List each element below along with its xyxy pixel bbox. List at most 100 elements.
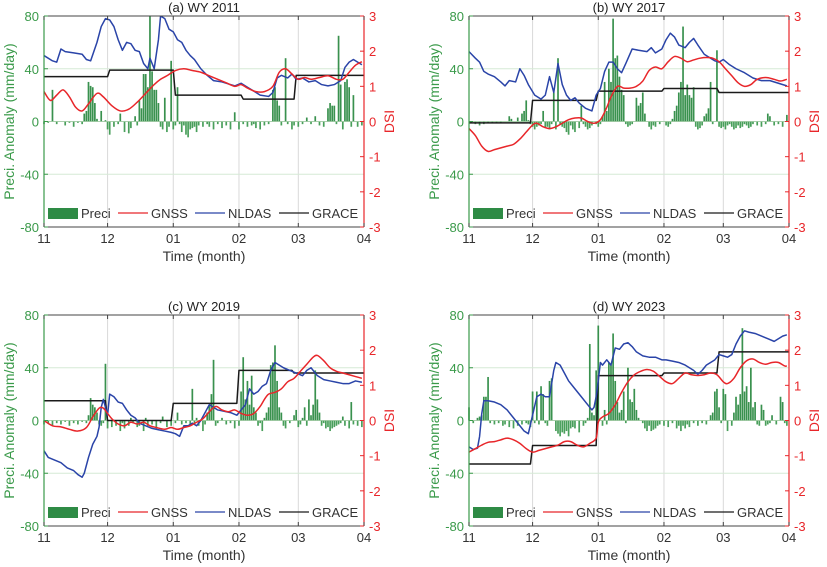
preci-bar <box>77 121 79 123</box>
preci-bar <box>329 420 331 432</box>
nldas-line <box>44 16 363 98</box>
preci-bar <box>233 112 236 122</box>
preci-bar <box>771 415 773 421</box>
preci-bar <box>624 121 627 125</box>
preci-bar <box>134 116 136 122</box>
preci-bar <box>582 121 585 125</box>
preci-bar <box>339 420 342 424</box>
preci-bar <box>656 420 659 426</box>
preci-bar <box>216 121 219 125</box>
preci-bar <box>91 404 94 421</box>
preci-bar <box>567 420 570 437</box>
x-tick-label: 03 <box>291 231 305 246</box>
preci-bar <box>724 121 727 130</box>
preci-bar <box>747 402 750 421</box>
y-tick-label: -80 <box>445 519 464 534</box>
y-tick-label-right: 2 <box>794 44 801 59</box>
preci-bar <box>210 394 213 421</box>
preci-bar <box>242 121 245 125</box>
preci-bar <box>629 399 631 421</box>
y-tick-label-right: 3 <box>794 9 801 24</box>
preci-bar <box>303 407 306 421</box>
preci-bar <box>284 420 287 429</box>
preci-bar <box>667 121 670 127</box>
preci-bar <box>718 121 720 127</box>
y-axis-label-right: DSI <box>806 110 822 133</box>
preci-bar <box>635 409 638 421</box>
x-tick-label: 01 <box>591 231 605 246</box>
preci-bar <box>663 420 665 426</box>
preci-bar <box>743 391 746 421</box>
y-tick-label-right: 3 <box>794 308 801 323</box>
preci-bar <box>766 113 769 122</box>
preci-bar <box>314 116 317 122</box>
preci-bar <box>608 68 610 122</box>
preci-bar <box>361 420 363 428</box>
preci-bar <box>571 420 574 428</box>
preci-bar <box>686 84 689 122</box>
preci-bar <box>305 117 308 122</box>
preci-bar <box>775 420 778 425</box>
x-tick-label: 01 <box>591 530 605 545</box>
preci-bar <box>140 108 143 122</box>
preci-bar <box>555 420 557 432</box>
preci-bar <box>308 399 310 421</box>
preci-bar <box>540 386 542 421</box>
preci-bar <box>627 367 629 421</box>
y-tick-label-right: 1 <box>794 79 801 94</box>
preci-bar <box>631 121 634 125</box>
preci-bar <box>762 409 765 421</box>
legend-label-gnss: GNSS <box>151 206 188 221</box>
preci-bar <box>546 420 549 426</box>
preci-bar <box>77 420 79 425</box>
preci-bar <box>350 402 353 421</box>
preci-bar <box>259 121 262 130</box>
preci-bar <box>151 71 153 122</box>
legend-swatch-preci <box>48 507 78 518</box>
preci-bar <box>786 114 788 122</box>
legend-label-grace: GRACE <box>312 206 359 221</box>
preci-bar <box>485 396 487 421</box>
y-tick-label: -80 <box>20 519 39 534</box>
preci-bar <box>580 105 583 122</box>
preci-bar <box>206 121 209 125</box>
preci-bar <box>170 420 172 426</box>
gnss-line <box>44 61 363 112</box>
preci-bar <box>318 412 321 421</box>
preci-bar <box>185 420 187 424</box>
preci-bar <box>106 420 109 429</box>
grace-line <box>469 87 789 124</box>
preci-bar <box>85 110 88 122</box>
x-axis-label: Time (month) <box>163 248 246 264</box>
preci-bar <box>618 76 621 122</box>
preci-bar <box>603 81 606 122</box>
preci-bar <box>724 394 727 421</box>
preci-bar <box>329 103 331 122</box>
preci-bar <box>646 420 648 432</box>
preci-bar <box>482 396 485 421</box>
preci-bar <box>682 26 684 122</box>
x-tick-label: 12 <box>100 530 114 545</box>
preci-bar <box>127 121 130 134</box>
preci-bar <box>713 391 716 421</box>
preci-bar <box>104 120 107 122</box>
preci-bar <box>629 121 631 126</box>
preci-bar <box>641 420 644 424</box>
x-tick-label: 02 <box>657 530 671 545</box>
preci-bar <box>301 417 304 421</box>
y-tick-label-right: 0 <box>369 414 376 429</box>
preci-bar <box>47 121 50 123</box>
x-tick-label: 11 <box>462 530 476 545</box>
y-tick-label: 0 <box>32 414 39 429</box>
x-tick-label: 03 <box>716 530 730 545</box>
preci-bar <box>276 100 278 122</box>
y-tick-label-right: 0 <box>794 414 801 429</box>
preci-bar <box>242 357 245 421</box>
preci-bar <box>569 121 572 126</box>
preci-bar <box>728 121 731 125</box>
preci-bar <box>293 121 295 126</box>
y-tick-label-right: 0 <box>794 115 801 130</box>
preci-bar <box>684 95 687 122</box>
preci-bar <box>644 420 646 429</box>
preci-bar <box>682 420 684 426</box>
